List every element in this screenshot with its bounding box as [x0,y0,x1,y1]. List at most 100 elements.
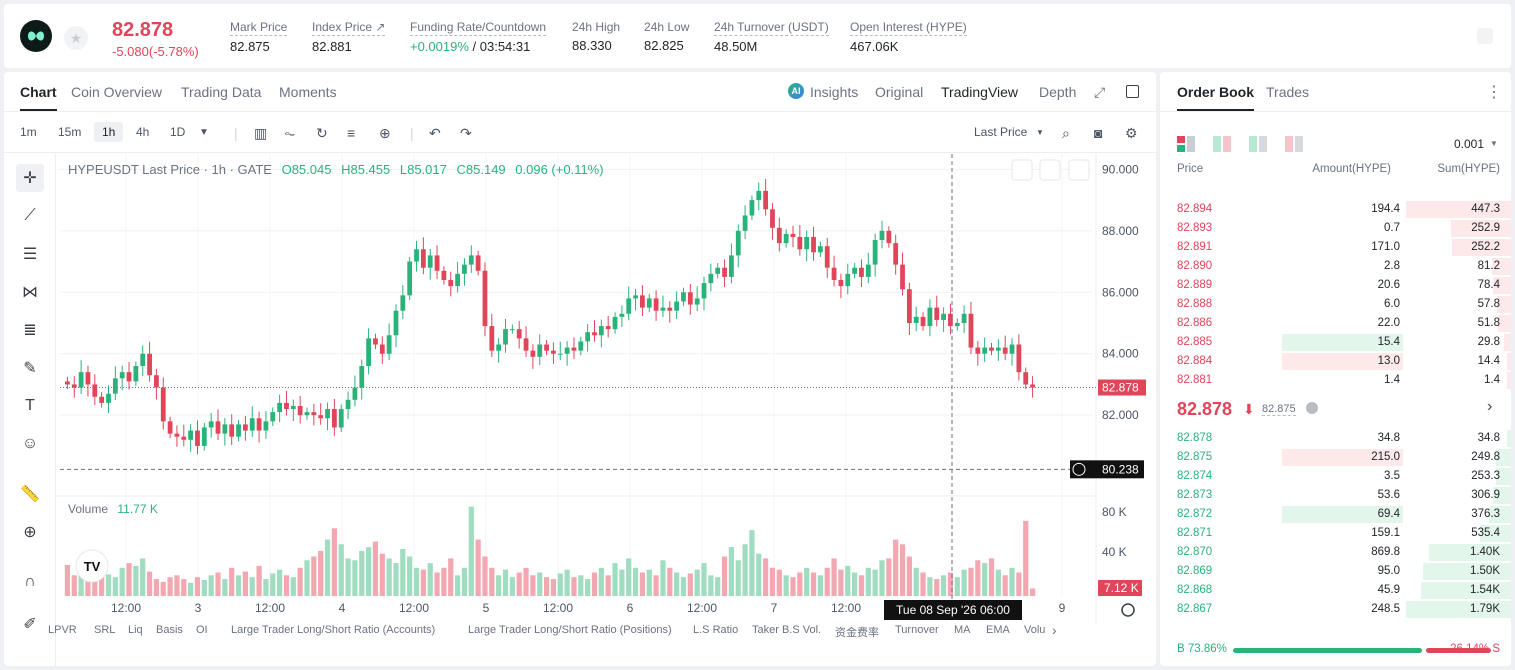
row-price: 82.869 [1177,565,1213,577]
candle-type-icon[interactable]: ▥ [254,125,268,141]
indicator-item[interactable]: L.S Ratio [693,624,739,636]
orderbook-row[interactable]: 82.893 0.7 252.9 [1160,219,1511,238]
view-depth[interactable]: Depth [1039,84,1077,100]
layout-asks-only-icon[interactable] [1285,136,1303,155]
layout-bids-icon[interactable] [1213,136,1231,155]
row-sum: 306.9 [1471,489,1500,501]
tab-chart[interactable]: Chart [20,84,57,111]
indicators-icon[interactable]: ⏦ [284,125,296,141]
orderbook-row[interactable]: 82.886 22.0 51.8 [1160,314,1511,333]
gear-icon[interactable]: ⚙ [1125,125,1138,141]
tab-trading-data[interactable]: Trading Data [181,84,262,100]
orderbook-row[interactable]: 82.890 2.8 81.2 [1160,257,1511,276]
book-icon[interactable] [1477,28,1493,44]
orderbook-row[interactable]: 82.868 45.9 1.54K [1160,581,1511,600]
candle-body [345,399,351,410]
tab-order-book[interactable]: Order Book [1177,84,1255,111]
price-chart[interactable]: 90.000 88.000 86.000 84.000 82.000 80 K 40 K 82… [56,154,1156,624]
crosshair-icon[interactable]: ✛ [16,164,44,192]
orderbook-row[interactable]: 82.872 69.4 376.3 [1160,505,1511,524]
orderbook-row[interactable]: 82.871 159.1 535.4 [1160,524,1511,543]
tab-trades[interactable]: Trades [1266,84,1310,100]
zoom-in-icon[interactable]: ⊕ [23,524,37,541]
indicator-item[interactable]: MA [954,624,971,636]
orderbook-row[interactable]: 82.875 215.0 249.8 [1160,448,1511,467]
orderbook-row[interactable]: 82.878 34.8 34.8 [1160,429,1511,448]
text-tool-icon[interactable]: T [25,397,35,414]
add-alert-icon[interactable] [1072,462,1086,476]
orderbook-row[interactable]: 82.884 13.0 14.4 [1160,352,1511,371]
fib-icon[interactable]: ≣ [23,322,37,339]
candle-body [605,326,611,330]
search-icon[interactable]: ⌕ [1062,125,1070,141]
layout-both-icon[interactable] [1177,136,1195,155]
indicator-item[interactable]: SRL [94,624,116,636]
emoji-icon[interactable]: ☺ [21,435,39,452]
price-source-select[interactable]: Last Price [974,125,1028,139]
horizontal-lines-icon[interactable]: ☰ [22,246,38,263]
orderbook-row[interactable]: 82.870 869.8 1.40K [1160,543,1511,562]
redo-icon[interactable]: ↷ [460,125,472,141]
timeframe-1h[interactable]: 1h [94,122,124,142]
view-insights[interactable]: Insights [810,84,859,100]
settings-icon[interactable] [1121,603,1135,617]
scroll-down-button[interactable] [1011,159,1033,181]
indicator-item[interactable]: Liq [128,624,143,636]
window-icon[interactable] [1126,85,1139,98]
candle-body [352,387,358,400]
expand-icon[interactable]: ⤢ [1094,84,1106,100]
orderbook-row[interactable]: 82.869 95.0 1.50K [1160,562,1511,581]
orderbook-row[interactable]: 82.891 171.0 252.2 [1160,238,1511,257]
chevron-down-icon[interactable]: ▼ [1490,139,1498,148]
timeframe-4h[interactable]: 4h [136,125,150,139]
chevron-down-icon[interactable]: ▼ [1036,128,1044,137]
indicator-item[interactable]: Turnover [895,624,939,636]
tab-moments[interactable]: Moments [279,84,337,100]
templates-icon[interactable]: ≡ [347,125,356,141]
indicator-item[interactable]: LPVR [48,624,77,636]
orderbook-row[interactable]: 82.867 248.5 1.79K [1160,600,1511,619]
indicator-item[interactable]: 资金费率 [835,627,879,639]
precision-select[interactable]: 0.001 [1454,137,1485,151]
view-tradingview[interactable]: TradingView [941,84,1019,100]
pencil-icon[interactable]: ✐ [23,616,37,633]
chevron-right-icon[interactable]: › [1487,398,1493,415]
undo-icon[interactable]: ↶ [429,125,441,141]
replay-icon[interactable]: ↻ [316,125,328,141]
indicator-item[interactable]: Taker B.S Vol. [752,624,822,636]
indicator-item[interactable]: Basis [156,624,183,636]
layout-bids-only-icon[interactable] [1249,136,1267,155]
maximize-pane-button[interactable] [1068,159,1090,181]
orderbook-row[interactable]: 82.873 53.6 306.9 [1160,486,1511,505]
add-alert-icon[interactable]: ⊕ [379,125,391,141]
orderbook-row[interactable]: 82.885 15.4 29.8 [1160,333,1511,352]
timeframe-dropdown-icon[interactable]: ▼ [199,127,209,138]
timeframe-15m[interactable]: 15m [58,125,82,139]
pattern-icon[interactable]: ⋈ [22,284,38,301]
ruler-icon[interactable]: 📏 [20,486,40,503]
favorite-star-icon[interactable]: ★ [64,26,88,50]
orderbook-row[interactable]: 82.874 3.5 253.3 [1160,467,1511,486]
brush-icon[interactable]: ✎ [23,360,37,377]
orderbook-row[interactable]: 82.889 20.6 78.4 [1160,276,1511,295]
tab-coin-overview[interactable]: Coin Overview [71,84,163,100]
volume-bar [496,575,502,596]
timeframe-1d[interactable]: 1D [170,125,186,139]
orderbook-row[interactable]: 82.881 1.4 1.4 [1160,371,1511,390]
indicator-item[interactable]: Volu [1024,624,1046,636]
trendline-icon[interactable]: ⟋ [24,207,36,224]
indicator-item[interactable]: Large Trader Long/Short Ratio (Accounts) [231,624,436,636]
orderbook-row[interactable]: 82.894 194.4 447.3 [1160,200,1511,219]
indicator-item[interactable]: EMA [986,624,1010,636]
camera-icon[interactable]: ◙ [1094,125,1103,141]
orderbook-row[interactable]: 82.888 6.0 57.8 [1160,295,1511,314]
collapse-button[interactable] [1039,159,1061,181]
view-original[interactable]: Original [875,84,924,100]
magnet-icon[interactable]: ∩ [24,573,36,590]
indicator-item[interactable]: Large Trader Long/Short Ratio (Positions… [468,624,672,636]
timeframe-1m[interactable]: 1m [20,125,37,139]
indicator-item[interactable]: OI [196,624,208,636]
chevron-right-icon[interactable]: › [1052,622,1057,638]
more-icon[interactable]: ⋮ [1486,84,1502,101]
stat-index-price[interactable]: Index Price ↗ 82.881 [312,20,386,54]
